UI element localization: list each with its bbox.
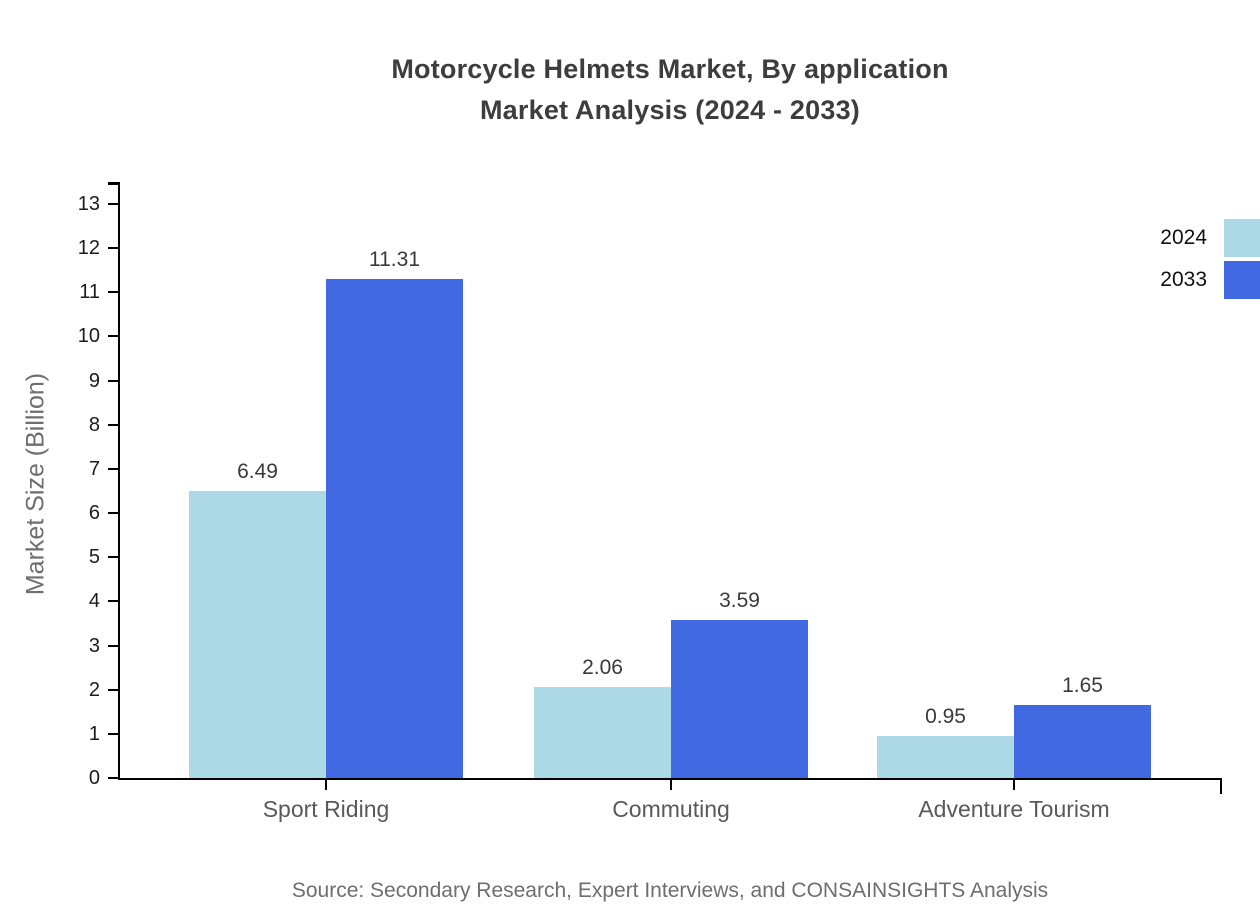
value-label-2024-sport-riding: 6.49 <box>237 460 278 484</box>
legend: 2024 2033 <box>1160 219 1260 303</box>
chart-title-line-1: Motorcycle Helmets Market, By applicatio… <box>391 54 949 84</box>
y-tick-label-10: 10 <box>77 325 100 348</box>
y-tick-label-11: 11 <box>79 281 100 304</box>
y-axis-title: Market Size (Billion) <box>21 372 50 596</box>
x-tick-commuting <box>670 780 672 790</box>
y-tick-0 <box>108 777 120 779</box>
y-tick-label-5: 5 <box>88 546 100 569</box>
value-label-2033-adventure-tourism: 1.65 <box>1062 674 1103 698</box>
chart-title: Motorcycle Helmets Market, By applicatio… <box>118 49 1222 131</box>
bar-2033-sport-riding <box>326 278 463 778</box>
x-axis-category-label-commuting: Commuting <box>612 796 730 822</box>
legend-swatch-2033 <box>1224 261 1260 299</box>
y-tick-7 <box>108 467 120 470</box>
legend-label-2024: 2024 <box>1160 226 1207 249</box>
legend-item-2024: 2024 <box>1160 219 1260 257</box>
y-tick-label-0: 0 <box>88 767 100 789</box>
y-tick-label-12: 12 <box>77 237 100 260</box>
y-tick-5 <box>108 556 120 559</box>
source-note: Source: Secondary Research, Expert Inter… <box>291 879 1049 902</box>
value-label-2033-sport-riding: 11.31 <box>369 247 420 271</box>
y-tick-label-2: 2 <box>88 678 100 701</box>
x-axis-end-cap <box>1220 780 1222 794</box>
bar-2024-adventure-tourism <box>877 736 1014 778</box>
bar-2033-adventure-tourism <box>1014 705 1151 778</box>
legend-item-2033: 2033 <box>1160 261 1260 299</box>
y-tick-label-6: 6 <box>88 502 100 525</box>
x-tick-adventure-tourism <box>1013 780 1015 790</box>
bar-chart-plot-area: 0 1 2 3 4 5 6 7 8 9 10 11 12 13 6.49 11.31 Sport Riding 2… <box>78 182 1222 822</box>
value-label-2024-commuting: 2.06 <box>582 656 623 680</box>
y-tick-10 <box>108 335 120 338</box>
y-tick-label-3: 3 <box>88 634 100 657</box>
chart-title-line-2: Market Analysis (2024 - 2033) <box>479 95 860 125</box>
y-tick-13 <box>108 203 120 205</box>
y-tick-label-9: 9 <box>88 369 100 392</box>
x-tick-sport-riding <box>325 780 327 790</box>
y-tick-label-8: 8 <box>88 413 100 436</box>
legend-label-2033: 2033 <box>1160 268 1207 291</box>
y-tick-label-13: 13 <box>77 193 100 215</box>
y-tick-1 <box>108 732 120 735</box>
y-tick-9 <box>108 379 120 382</box>
value-label-2024-adventure-tourism: 0.95 <box>925 705 966 729</box>
y-tick-4 <box>108 600 120 603</box>
legend-swatch-2024 <box>1224 219 1260 257</box>
value-label-2033-commuting: 3.59 <box>719 588 760 612</box>
y-tick-12 <box>108 247 120 250</box>
y-tick-3 <box>108 644 120 647</box>
bar-2024-sport-riding <box>189 491 326 778</box>
x-axis-category-label-sport-riding: Sport Riding <box>262 796 390 822</box>
y-tick-label-1: 1 <box>88 722 100 745</box>
y-tick-label-7: 7 <box>88 457 100 480</box>
y-axis-end-cap <box>108 182 120 185</box>
x-axis-category-label-adventure-tourism: Adventure Tourism <box>918 796 1110 822</box>
y-tick-label-4: 4 <box>88 590 100 613</box>
bar-2033-commuting <box>671 619 808 778</box>
y-tick-6 <box>108 512 120 515</box>
y-tick-2 <box>108 688 120 691</box>
bar-2024-commuting <box>534 687 671 778</box>
y-tick-11 <box>108 291 120 294</box>
y-tick-8 <box>108 423 120 426</box>
